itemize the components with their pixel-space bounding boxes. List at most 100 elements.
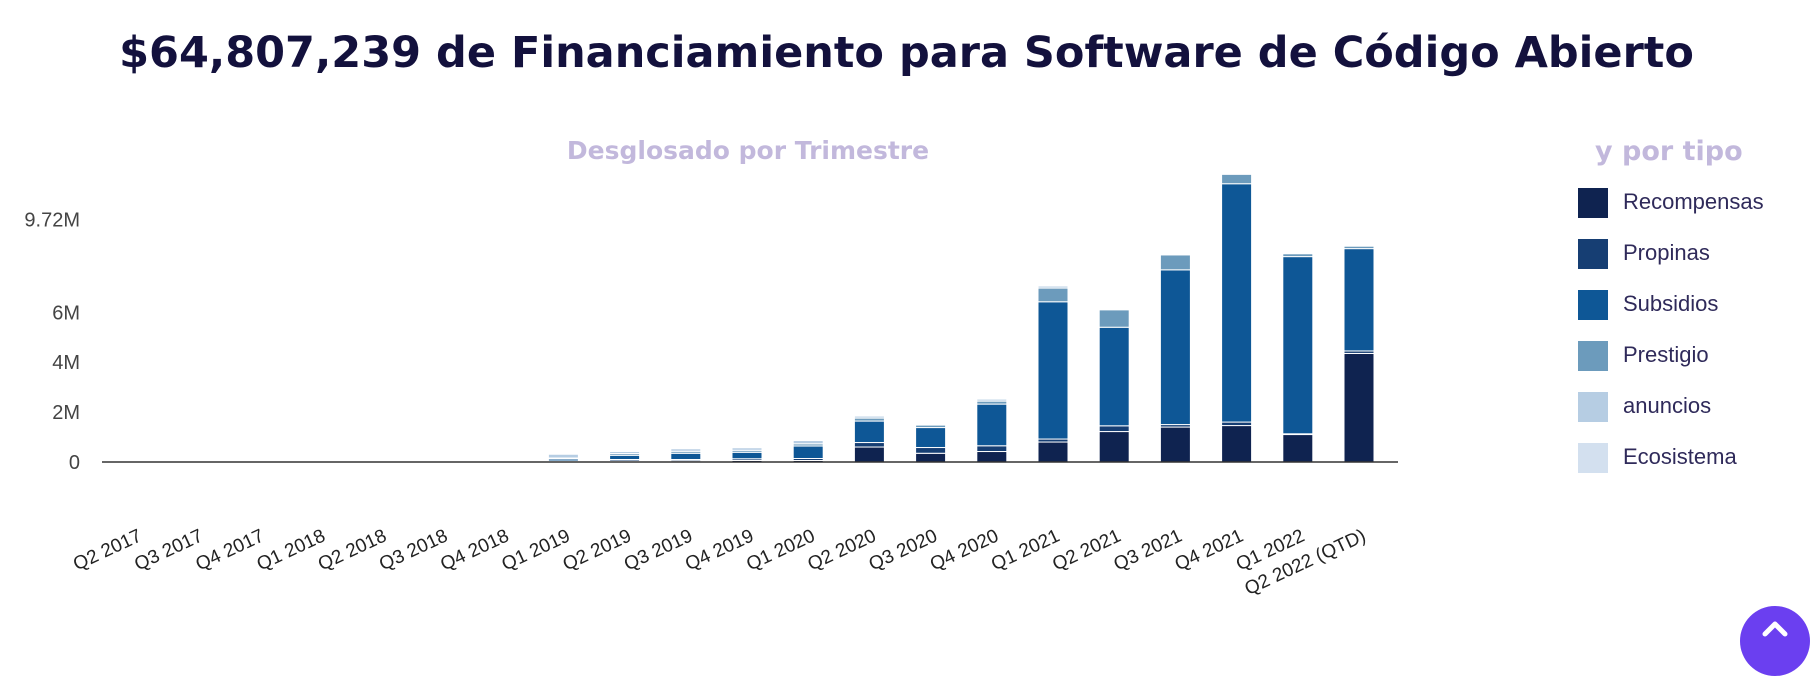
- y-axis: 0 2M 4M 6M 9.72M: [24, 209, 80, 474]
- bar-segment: [1098, 431, 1130, 463]
- bar-segment: [1282, 252, 1314, 255]
- bar-segment: [1221, 421, 1253, 427]
- bar-segment: [1282, 434, 1314, 463]
- bar-segment: [853, 415, 885, 419]
- x-tick-label: Q1 2021: [988, 525, 1063, 575]
- x-tick-label: Q3 2019: [621, 525, 696, 575]
- bar-segment: [547, 453, 579, 459]
- legend-item: Propinas: [1578, 237, 1808, 269]
- bar-segment: [670, 452, 702, 461]
- x-tick-label: Q3 2017: [131, 525, 206, 575]
- bar-segment: [853, 420, 885, 444]
- y-tick-label: 0: [69, 452, 80, 474]
- bar-segment: [915, 427, 947, 449]
- bar-segment: [1221, 173, 1253, 185]
- bar-segment: [915, 452, 947, 463]
- legend-label: Ecosistema: [1623, 444, 1737, 469]
- bar-segment: [1159, 254, 1191, 271]
- x-tick-label: Q2 2020: [805, 525, 880, 575]
- x-tick-label: Q3 2018: [376, 525, 451, 575]
- bar-segment: [731, 451, 763, 460]
- bar-segment: [1098, 309, 1130, 328]
- bar-segment: [976, 398, 1008, 402]
- x-tick-label: Q4 2020: [927, 525, 1002, 575]
- legend-item: anuncios: [1578, 390, 1808, 422]
- legend-swatch: [1578, 341, 1608, 371]
- bar-segment: [1282, 256, 1314, 435]
- bar-segment: [731, 447, 763, 451]
- x-tick-label: Q4 2017: [193, 525, 268, 575]
- chevron-up-icon: [1762, 621, 1788, 637]
- y-tick-label: 6M: [52, 302, 80, 324]
- legend-title: y por tipo: [1595, 136, 1743, 167]
- bar-segment: [976, 445, 1008, 453]
- x-tick-label: Q2 2017: [70, 525, 145, 575]
- scroll-to-top-button[interactable]: [1740, 606, 1810, 676]
- bars: [119, 173, 1375, 463]
- x-tick-label: Q3 2021: [1111, 525, 1186, 575]
- legend-label: Prestigio: [1623, 342, 1709, 367]
- bar-segment: [364, 459, 396, 462]
- bar-segment: [1098, 308, 1130, 311]
- bar-segment: [1098, 425, 1130, 433]
- x-tick-label: Q3 2020: [866, 525, 941, 575]
- bar-segment: [1037, 301, 1069, 440]
- x-tick-label: Q4 2018: [437, 525, 512, 575]
- bar-segment: [1343, 244, 1375, 247]
- bar-segment: [486, 460, 518, 462]
- x-tick-label: Q2 2021: [1049, 525, 1124, 575]
- bar-segment: [976, 403, 1008, 447]
- bar-segment: [670, 448, 702, 452]
- bar-segment: [1343, 248, 1375, 352]
- bar-segment: [1159, 253, 1191, 256]
- x-tick-label: Q2 2018: [315, 525, 390, 575]
- bar-segment: [1037, 285, 1069, 289]
- bar-segment: [1159, 426, 1191, 463]
- x-tick-label: Q4 2019: [682, 525, 757, 575]
- bar-segment: [1037, 287, 1069, 303]
- y-tick-label: 4M: [52, 352, 80, 374]
- bar-segment: [1221, 425, 1253, 463]
- x-tick-label: Q1 2019: [499, 525, 574, 575]
- bar-segment: [1343, 352, 1375, 463]
- bar-segment: [1037, 441, 1069, 463]
- legend-swatch: [1578, 239, 1608, 269]
- bar-segment: [1221, 173, 1253, 175]
- bar-segment: [609, 451, 641, 455]
- x-tick-label: Q1 2018: [254, 525, 329, 575]
- x-tick-label: Q1 2020: [743, 525, 818, 575]
- legend-label: Recompensas: [1623, 189, 1764, 214]
- legend-item: Ecosistema: [1578, 441, 1808, 473]
- legend-item: Prestigio: [1578, 339, 1808, 371]
- legend-swatch: [1578, 392, 1608, 422]
- legend-label: Propinas: [1623, 240, 1710, 265]
- legend-label: Subsidios: [1623, 291, 1719, 316]
- bar-segment: [792, 440, 824, 445]
- bar-segment: [853, 446, 885, 463]
- y-tick-label: 2M: [52, 402, 80, 424]
- bar-segment: [1221, 183, 1253, 423]
- bar-segment: [303, 459, 335, 462]
- legend-swatch: [1578, 443, 1608, 473]
- bar-segment: [853, 442, 885, 448]
- bar-segment: [609, 454, 641, 461]
- bar-segment: [915, 423, 947, 426]
- legend-swatch: [1578, 188, 1608, 218]
- bar-segment: [915, 447, 947, 454]
- chart-subtitle: Desglosado por Trimestre: [566, 136, 930, 165]
- bar-segment: [976, 451, 1008, 463]
- bar-segment: [1159, 269, 1191, 426]
- bar-segment: [119, 460, 151, 462]
- page-title: $64,807,239 de Financiamiento para Softw…: [119, 28, 1694, 78]
- bar-segment: [792, 445, 824, 460]
- legend-item: Subsidios: [1578, 288, 1808, 320]
- bar-segment: [1098, 326, 1130, 427]
- legend-swatch: [1578, 290, 1608, 320]
- y-tick-label: 9.72M: [24, 209, 80, 231]
- legend-label: anuncios: [1623, 393, 1712, 418]
- x-tick-label: Q2 2019: [560, 525, 635, 575]
- bar-segment: [425, 460, 457, 462]
- legend-item: Recompensas: [1578, 186, 1808, 218]
